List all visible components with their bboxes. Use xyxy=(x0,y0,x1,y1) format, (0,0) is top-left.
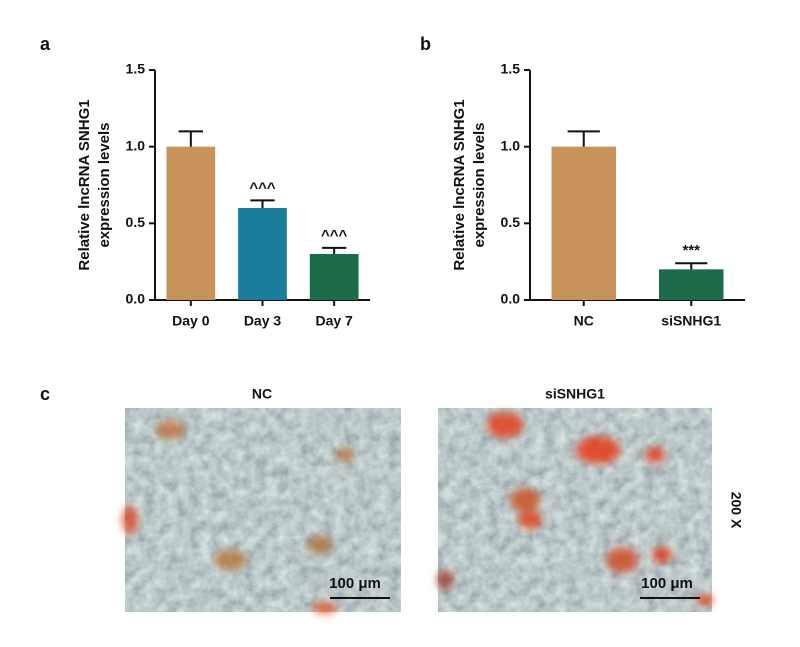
panel-label: b xyxy=(420,34,431,54)
y-tick-label: 0.0 xyxy=(126,291,146,307)
image-title: siSNHG1 xyxy=(545,386,605,402)
significance-label: ^^^ xyxy=(249,179,276,196)
y-tick-label: 1.0 xyxy=(126,137,146,153)
panel-label: c xyxy=(40,384,50,404)
y-tick-label: 0.5 xyxy=(501,214,521,230)
y-tick-label: 0.5 xyxy=(126,214,146,230)
y-axis-label: expression levels xyxy=(471,122,488,247)
y-axis-label: expression levels xyxy=(96,122,113,247)
y-tick-label: 1.5 xyxy=(126,61,146,77)
error-bar xyxy=(567,130,600,147)
error-bar xyxy=(675,262,708,270)
bar xyxy=(309,254,359,300)
x-tick-label: siSNHG1 xyxy=(661,313,721,329)
error-bar xyxy=(321,246,347,254)
y-axis-label: Relative lncRNA SNHG1 xyxy=(451,99,468,270)
panel-label: a xyxy=(40,34,51,54)
bar xyxy=(551,146,616,300)
scale-bar-label: 100 μm xyxy=(641,575,693,592)
y-tick-label: 1.5 xyxy=(501,61,521,77)
x-tick-label: Day 7 xyxy=(315,313,353,329)
error-bar xyxy=(178,130,204,147)
y-axis-label: Relative lncRNA SNHG1 xyxy=(76,99,93,270)
x-tick-label: NC xyxy=(574,313,594,329)
significance-label: ^^^ xyxy=(321,227,348,244)
x-tick-label: Day 3 xyxy=(244,313,282,329)
bar xyxy=(659,269,724,300)
micrograph-nc: 100 μm xyxy=(122,408,401,614)
y-tick-label: 1.0 xyxy=(501,137,521,153)
image-title: NC xyxy=(252,386,272,402)
micrograph-sisnhg1: 100 μm xyxy=(437,408,713,612)
magnification-label: 200 X xyxy=(728,492,744,529)
error-bar xyxy=(250,199,275,208)
significance-label: *** xyxy=(682,242,700,259)
x-tick-label: Day 0 xyxy=(172,313,210,329)
bar xyxy=(166,146,216,300)
bar xyxy=(238,208,287,300)
y-tick-label: 0.0 xyxy=(501,291,521,307)
scale-bar-label: 100 μm xyxy=(329,575,381,592)
